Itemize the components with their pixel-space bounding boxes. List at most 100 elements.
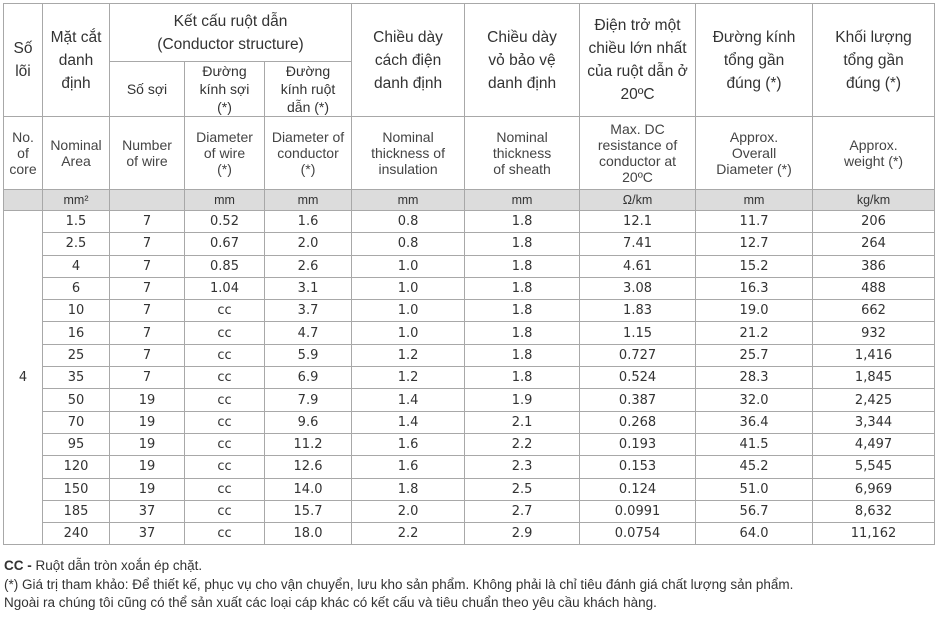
cell-area: 185 [42, 499, 110, 524]
cell-weight: 11,162 [812, 522, 936, 546]
cell-wires: 19 [109, 410, 185, 434]
cell-area: 10 [42, 299, 110, 323]
cell-area: 6 [42, 276, 110, 301]
header-num-wire-en: Number of wire [109, 116, 185, 190]
header-structure: Kết cấu ruột dẫn (Conductor structure) [108, 3, 353, 62]
cell-area: 25 [42, 343, 110, 368]
cell-area: 95 [42, 432, 110, 457]
cell-resistance: 1.83 [579, 299, 697, 323]
note-reference: (*) Giá trị tham khảo: Để thiết kế, phục… [4, 576, 794, 592]
cell-insulation: 1.0 [351, 276, 466, 301]
header-sheath-en: Nominal thickness of sheath [464, 116, 581, 190]
cell-insulation: 1.8 [351, 477, 466, 501]
cell-weight: 5,545 [812, 455, 936, 479]
unit-insulation: mm [351, 189, 466, 211]
cell-overall-diameter: 12.7 [695, 232, 814, 256]
cell-sheath: 1.8 [464, 209, 581, 234]
cell-weight: 264 [812, 232, 936, 256]
cell-wire-dia: cc [184, 499, 265, 524]
cell-cond-dia: 3.1 [263, 276, 353, 301]
cell-resistance: 7.41 [579, 232, 697, 256]
cell-overall-diameter: 45.2 [695, 455, 814, 479]
cell-wire-dia: cc [184, 432, 265, 457]
cell-weight: 6,969 [812, 477, 936, 501]
cell-cond-dia: 12.6 [263, 455, 353, 479]
cell-overall-diameter: 19.0 [695, 299, 814, 323]
cell-wire-dia: cc [184, 299, 265, 323]
cell-sheath: 2.9 [464, 522, 581, 546]
cell-weight: 662 [812, 299, 936, 323]
cell-overall-diameter: 41.5 [695, 432, 814, 457]
cell-area: 120 [42, 455, 110, 479]
cell-weight: 1,845 [812, 366, 936, 390]
cell-wire-dia: cc [184, 477, 265, 501]
cell-insulation: 2.2 [351, 522, 466, 546]
cell-wires: 7 [109, 276, 185, 301]
cell-insulation: 1.4 [351, 410, 466, 434]
cable-spec-table: Số lõi Mặt cắt danh định Kết cấu ruột dẫ… [3, 3, 936, 546]
cell-area: 150 [42, 477, 110, 501]
note-cc-label: CC - [4, 558, 32, 573]
table-row: 95 19 cc 11.2 1.6 2.2 0.193 41.5 4,497 [4, 432, 936, 457]
header-resistance-vn: Điện trở một chiều lớn nhất của ruột dẫn… [579, 3, 697, 117]
cell-insulation: 1.6 [351, 455, 466, 479]
table-row: 120 19 cc 12.6 1.6 2.3 0.153 45.2 5,545 [4, 455, 936, 479]
cell-wires: 7 [109, 232, 185, 256]
header-sheath-vn: Chiều dày vỏ bảo vệ danh định [464, 3, 581, 117]
unit-core [3, 189, 43, 211]
cell-area: 1.5 [42, 209, 110, 234]
header-overall-diameter-en: Approx. Overall Diameter (*) [695, 116, 814, 190]
cell-wires: 37 [109, 499, 185, 524]
cell-cond-dia: 4.7 [263, 321, 353, 345]
header-num-wire-vn: Số sợi [109, 61, 185, 117]
header-cond-dia-vn: Đường kính ruột dẫn (*) [263, 61, 353, 117]
table-row: 6 7 1.04 3.1 1.0 1.8 3.08 16.3 488 [4, 276, 936, 301]
table-row: 150 19 cc 14.0 1.8 2.5 0.124 51.0 6,969 [4, 477, 936, 501]
cell-wires: 19 [109, 455, 185, 479]
header-resistance-en: Max. DC resistance of conductor at 20ºC [579, 116, 697, 190]
cell-wire-dia: cc [184, 522, 265, 546]
table-row: 50 19 cc 7.9 1.4 1.9 0.387 32.0 2,425 [4, 388, 936, 412]
cell-sheath: 2.3 [464, 455, 581, 479]
cell-wire-dia: 0.85 [184, 254, 265, 278]
cell-wire-dia: cc [184, 321, 265, 345]
cell-resistance: 0.268 [579, 410, 697, 434]
cell-insulation: 0.8 [351, 232, 466, 256]
header-weight-vn: Khối lượng tổng gần đúng (*) [812, 3, 936, 117]
cell-weight: 3,344 [812, 410, 936, 434]
cell-resistance: 0.0991 [579, 499, 697, 524]
cell-wires: 7 [109, 321, 185, 345]
cell-cond-dia: 2.6 [263, 254, 353, 278]
cell-cond-dia: 14.0 [263, 477, 353, 501]
cell-wire-dia: cc [184, 388, 265, 412]
cell-area: 35 [42, 366, 110, 390]
table-row: 35 7 cc 6.9 1.2 1.8 0.524 28.3 1,845 [4, 366, 936, 390]
units-row: mm² mm mm mm mm Ω/km mm kg/km [3, 189, 936, 211]
header-structure-en: (Conductor structure) [157, 35, 304, 53]
cell-cond-dia: 18.0 [263, 522, 353, 546]
cell-weight: 8,632 [812, 499, 936, 524]
cell-resistance: 0.153 [579, 455, 697, 479]
note-cc: CC - Ruột dẫn tròn xoắn ép chặt. [4, 557, 793, 576]
cell-cond-dia: 6.9 [263, 366, 353, 390]
cell-sheath: 1.8 [464, 343, 581, 368]
cell-wires: 37 [109, 522, 185, 546]
cell-sheath: 1.8 [464, 254, 581, 278]
header-area-en: Nominal Area [42, 116, 110, 190]
header-core-en: No. of core [3, 116, 43, 190]
cell-wires: 19 [109, 388, 185, 412]
cell-wires: 7 [109, 366, 185, 390]
cell-area: 50 [42, 388, 110, 412]
cell-wires: 7 [109, 209, 185, 234]
header-overall-diameter-vn: Đường kính tổng gần đúng (*) [695, 3, 814, 117]
cell-wire-dia: 0.67 [184, 232, 265, 256]
header-weight-en: Approx. weight (*) [812, 116, 936, 190]
footnotes: CC - Ruột dẫn tròn xoắn ép chặt. (*) Giá… [4, 557, 793, 613]
cell-weight: 386 [812, 254, 936, 278]
cell-overall-diameter: 51.0 [695, 477, 814, 501]
cell-overall-diameter: 15.2 [695, 254, 814, 278]
cell-wires: 7 [109, 343, 185, 368]
cell-overall-diameter: 36.4 [695, 410, 814, 434]
table-row: 10 7 cc 3.7 1.0 1.8 1.83 19.0 662 [4, 299, 936, 323]
cell-resistance: 0.727 [579, 343, 697, 368]
